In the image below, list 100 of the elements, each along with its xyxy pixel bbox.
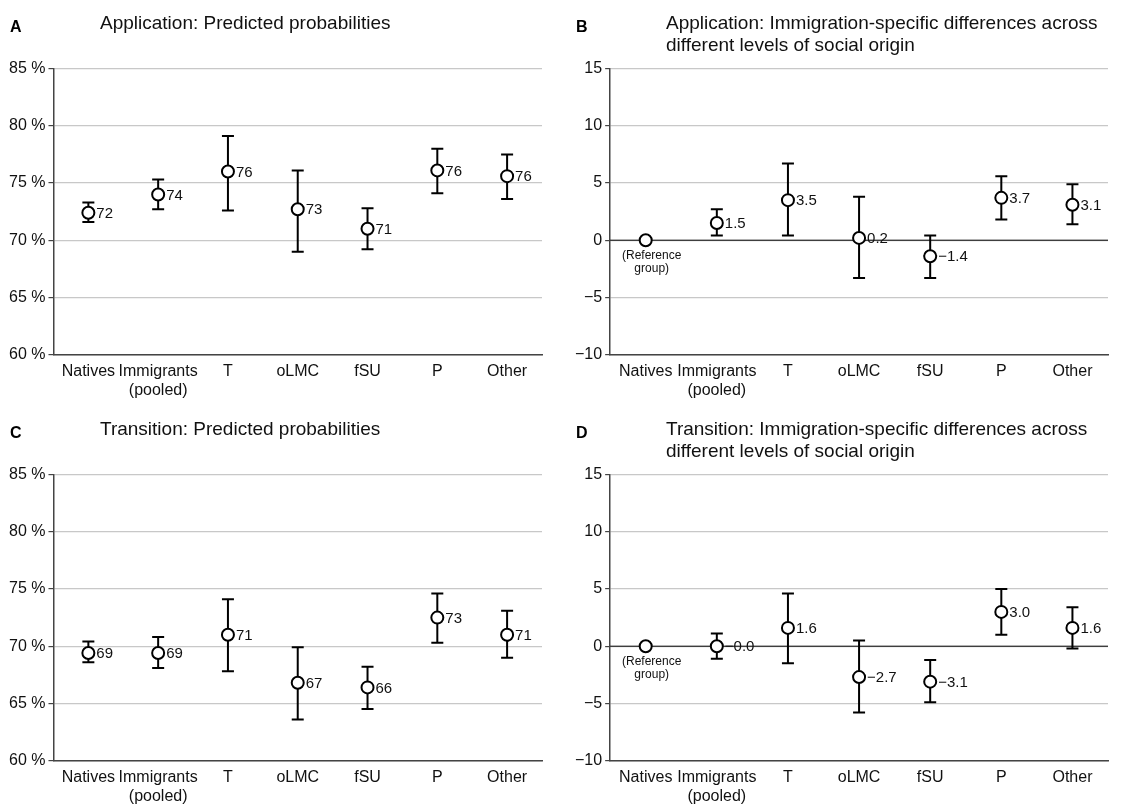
y-tick-label: 5 [593, 579, 603, 597]
x-tick-label: P [431, 767, 443, 785]
data-label: 3.7 [1009, 189, 1031, 207]
y-tick-label: 65 % [9, 287, 46, 305]
y-tick-label: −10 [575, 751, 603, 769]
point [780, 193, 795, 208]
y-tick-label: 80 % [9, 116, 46, 134]
data-label: 71 [515, 625, 532, 643]
x-tick-label: Natives [619, 767, 673, 785]
x-tick-label: Immigrants (pooled) [677, 767, 757, 804]
x-tick-label: Immigrants (pooled) [118, 767, 198, 804]
point [994, 190, 1009, 205]
data-label: 67 [305, 673, 323, 691]
point [923, 249, 938, 264]
data-label: 76 [515, 167, 532, 185]
data-label: 3.1 [1080, 195, 1102, 213]
y-tick-label: 65 % [9, 693, 46, 711]
y-tick-label: 85 % [9, 465, 46, 483]
data-label: 69 [96, 644, 114, 662]
point [220, 627, 235, 642]
x-tick-label: oLMC [837, 767, 881, 785]
point [290, 675, 305, 690]
y-tick-label: 5 [593, 173, 603, 191]
x-tick-label: oLMC [276, 361, 320, 379]
y-tick-label: 75 % [9, 173, 46, 191]
annotation: (Reference group) [622, 247, 682, 275]
x-tick-label: Natives [619, 361, 673, 379]
y-tick-label: 15 [584, 59, 603, 77]
y-tick-label: 60 % [9, 345, 46, 363]
data-label: −1.4 [938, 247, 968, 265]
x-tick-label: P [431, 361, 443, 379]
point [709, 639, 724, 654]
y-tick-label: 80 % [9, 522, 46, 540]
x-tick-label: P [995, 767, 1007, 785]
y-tick-label: −10 [575, 345, 603, 363]
data-label: 71 [235, 625, 253, 643]
point [852, 230, 867, 245]
point [430, 610, 445, 625]
y-tick-label: 0 [593, 230, 603, 248]
y-tick-label: 10 [584, 522, 603, 540]
chart-title: Transition: Immigration-specific differences across different levels of social origin [666, 418, 1089, 462]
text: A [10, 18, 22, 36]
x-tick-label: T [783, 361, 794, 379]
point [81, 646, 96, 661]
point [151, 187, 166, 202]
point [923, 674, 938, 689]
chart-title: Transition: Predicted probabilities [100, 418, 382, 440]
x-tick-label: fSU [916, 361, 944, 379]
y-tick-label: 60 % [9, 751, 46, 769]
x-tick-label: Natives [61, 767, 116, 785]
point [1065, 197, 1080, 212]
point [220, 164, 235, 179]
point [709, 216, 724, 231]
point [780, 620, 795, 635]
y-tick-label: 10 [584, 116, 603, 134]
point [994, 604, 1009, 619]
data-label: −3.1 [938, 672, 968, 690]
data-label: 3.0 [1009, 603, 1031, 621]
x-tick-label: Immigrants (pooled) [677, 361, 757, 398]
x-tick-label: P [995, 361, 1007, 379]
x-tick-label: Other [1052, 361, 1094, 379]
data-label: 69 [166, 644, 183, 662]
y-tick-label: 75 % [9, 579, 46, 597]
point [638, 233, 653, 248]
text: C [10, 424, 22, 442]
point [500, 627, 515, 642]
x-tick-label: Natives [61, 361, 116, 379]
point [638, 639, 653, 654]
point [500, 169, 515, 184]
point [360, 221, 375, 236]
x-tick-label: Immigrants (pooled) [118, 361, 198, 398]
data-label: 76 [445, 161, 462, 179]
data-label: 1.5 [724, 214, 746, 232]
point [1065, 620, 1080, 635]
data-label: −2.7 [867, 668, 897, 686]
data-label: 74 [166, 185, 183, 203]
x-tick-label: Other [1052, 767, 1094, 785]
y-tick-label: 70 % [9, 230, 46, 248]
data-label: 72 [96, 203, 114, 221]
point [430, 163, 445, 178]
y-tick-label: −5 [583, 287, 603, 305]
annotation: (Reference group) [622, 653, 682, 681]
y-tick-label: 85 % [9, 59, 46, 77]
data-label: 66 [375, 678, 393, 696]
x-tick-label: T [223, 361, 234, 379]
x-tick-label: Other [487, 767, 528, 785]
point [852, 670, 867, 685]
y-tick-label: 70 % [9, 636, 46, 654]
x-tick-label: oLMC [276, 767, 320, 785]
point [290, 202, 305, 217]
data-label: 76 [235, 162, 253, 180]
text: D [576, 424, 588, 442]
data-label: 73 [445, 608, 462, 626]
point [360, 680, 375, 695]
chart-title: Application: Immigration-specific differences across different levels of social origin [666, 12, 1099, 56]
x-tick-label: fSU [916, 767, 944, 785]
data-label: 1.6 [1080, 619, 1102, 637]
data-label: 71 [375, 219, 393, 237]
x-tick-label: fSU [354, 767, 381, 785]
data-label: 73 [305, 200, 323, 218]
